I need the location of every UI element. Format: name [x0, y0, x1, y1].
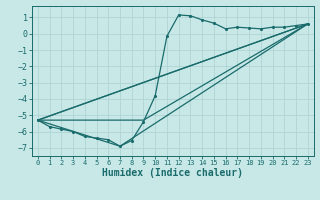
X-axis label: Humidex (Indice chaleur): Humidex (Indice chaleur) — [102, 168, 243, 178]
